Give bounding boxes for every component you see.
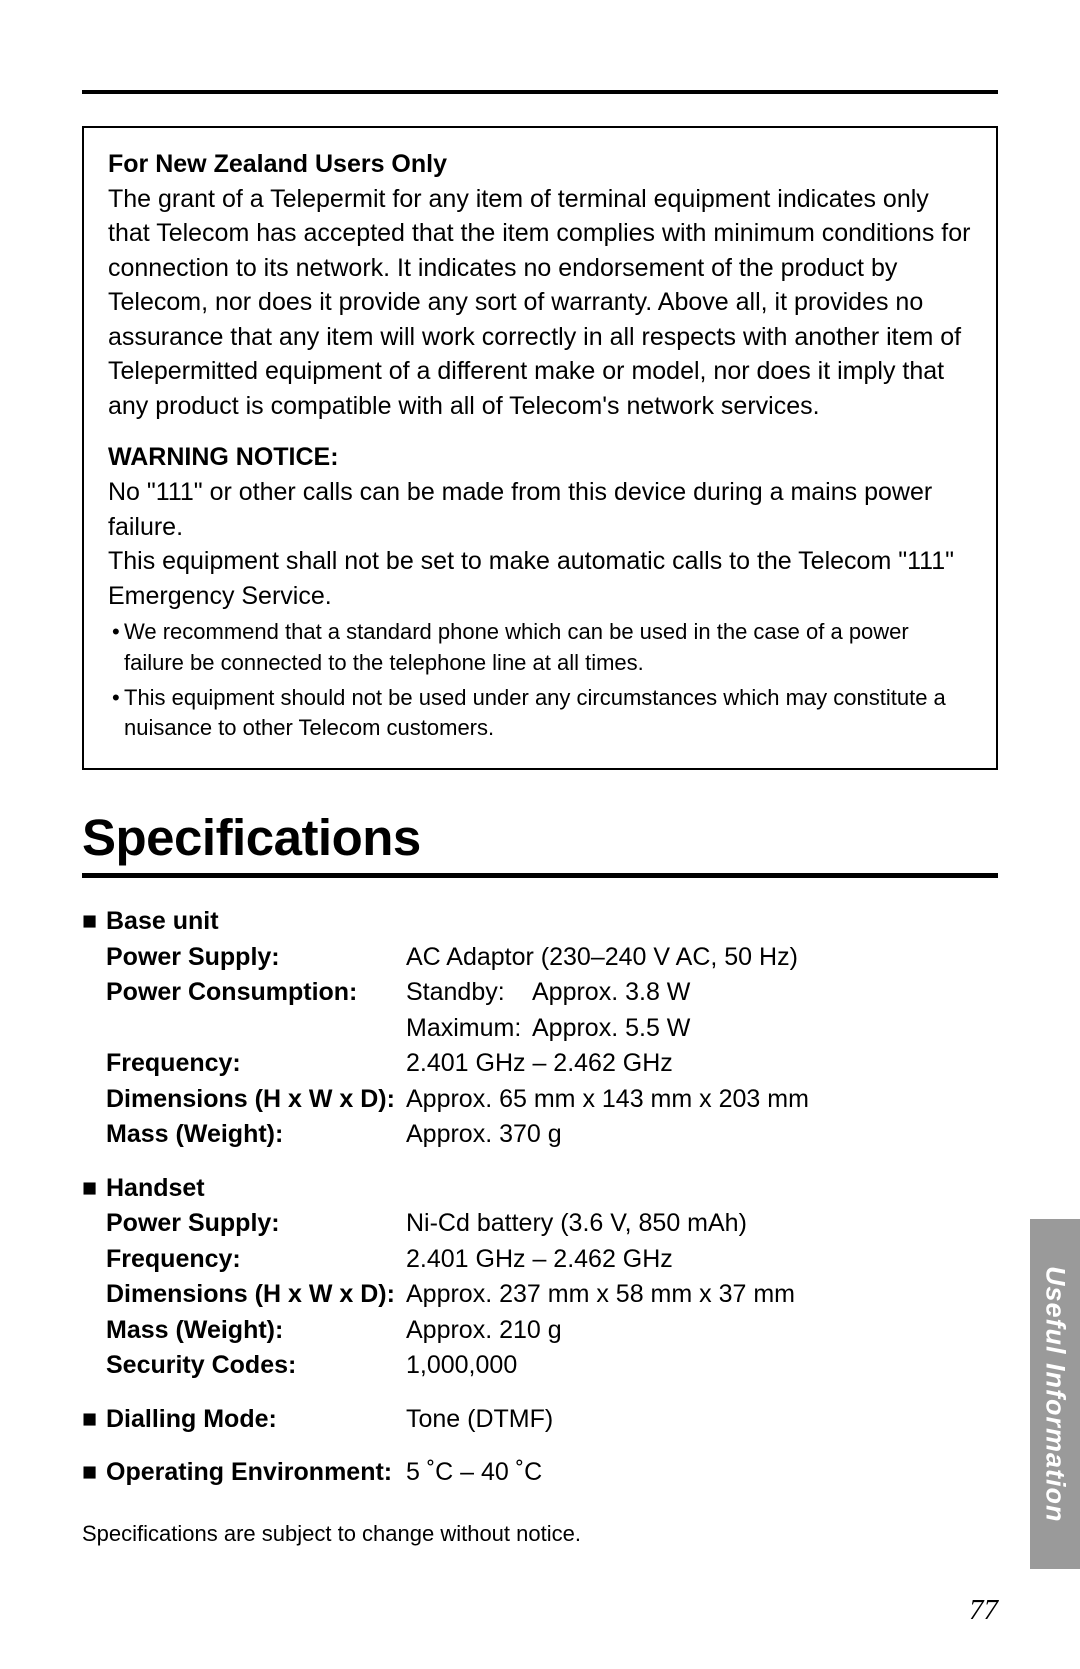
spec-row: Power Supply: Ni-Cd battery (3.6 V, 850 … (106, 1206, 998, 1242)
spec-label: Dimensions (H x W x D): (106, 1082, 406, 1118)
spec-value: 5 ˚C – 40 ˚C (406, 1455, 998, 1491)
title-rule (82, 873, 998, 878)
spacer (106, 1437, 998, 1455)
bullet-icon: • (112, 683, 124, 714)
side-tab: Useful Information (1030, 1219, 1080, 1569)
spec-label: Power Supply: (106, 940, 406, 976)
bullet-1: •We recommend that a standard phone whic… (108, 617, 972, 679)
warning-body-2: This equipment shall not be set to make … (108, 544, 972, 613)
spec-sub-value: Approx. 5.5 W (532, 1011, 690, 1047)
spec-row: Mass (Weight): Approx. 210 g (106, 1313, 998, 1349)
spec-row: Power Consumption: Standby: Approx. 3.8 … (106, 975, 998, 1046)
spec-label: Power Consumption: (106, 975, 406, 1046)
spec-label: Mass (Weight): (106, 1117, 406, 1153)
spec-row: Frequency: 2.401 GHz – 2.462 GHz (106, 1046, 998, 1082)
spec-label: Frequency: (106, 1046, 406, 1082)
square-icon: ■ (82, 1402, 106, 1438)
heading-text: Base unit (106, 907, 219, 935)
spec-value: Approx. 237 mm x 58 mm x 37 mm (406, 1277, 998, 1313)
spec-label: Security Codes: (106, 1348, 406, 1384)
notice-box: For New Zealand Users Only The grant of … (82, 126, 998, 770)
heading-text: Handset (106, 1174, 205, 1202)
spec-label: Frequency: (106, 1242, 406, 1278)
spec-value: AC Adaptor (230–240 V AC, 50 Hz) (406, 940, 998, 976)
operating-env-heading: ■Operating Environment: (82, 1455, 406, 1491)
spec-value: Tone (DTMF) (406, 1402, 998, 1438)
spec-value: Standby: Approx. 3.8 W Maximum: Approx. … (406, 975, 998, 1046)
spec-row: ■Operating Environment: 5 ˚C – 40 ˚C (106, 1455, 998, 1491)
spec-block: ■Base unit Power Supply: AC Adaptor (230… (82, 904, 998, 1491)
base-unit-heading: ■Base unit (82, 904, 998, 940)
side-tab-label: Useful Information (1040, 1266, 1071, 1523)
spec-value: Ni-Cd battery (3.6 V, 850 mAh) (406, 1206, 998, 1242)
spec-value: 2.401 GHz – 2.462 GHz (406, 1242, 998, 1278)
spec-row: Mass (Weight): Approx. 370 g (106, 1117, 998, 1153)
spec-subrow: Standby: Approx. 3.8 W (406, 975, 998, 1011)
spec-sub-label: Standby: (406, 975, 532, 1011)
spec-sub-label: Maximum: (406, 1011, 532, 1047)
spec-label: Power Supply: (106, 1206, 406, 1242)
handset-heading: ■Handset (82, 1171, 998, 1207)
nz-users-heading: For New Zealand Users Only (108, 148, 972, 182)
spec-row: ■Dialling Mode: Tone (DTMF) (106, 1402, 998, 1438)
bullet-text: We recommend that a standard phone which… (124, 619, 909, 675)
warning-body-1: No "111" or other calls can be made from… (108, 475, 972, 544)
nz-users-body: The grant of a Telepermit for any item o… (108, 182, 972, 424)
spec-row: Dimensions (H x W x D): Approx. 65 mm x … (106, 1082, 998, 1118)
bullet-icon: • (112, 617, 124, 648)
spec-footnote: Specifications are subject to change wit… (82, 1519, 998, 1549)
warning-heading: WARNING NOTICE: (108, 441, 972, 475)
spec-value: Approx. 65 mm x 143 mm x 203 mm (406, 1082, 998, 1118)
spec-value: Approx. 210 g (406, 1313, 998, 1349)
specifications-title: Specifications (82, 808, 998, 867)
spec-value: 1,000,000 (406, 1348, 998, 1384)
spec-row: Frequency: 2.401 GHz – 2.462 GHz (106, 1242, 998, 1278)
spec-row: Dimensions (H x W x D): Approx. 237 mm x… (106, 1277, 998, 1313)
spacer (106, 1153, 998, 1171)
heading-text: Dialling Mode: (106, 1405, 277, 1433)
heading-text: Operating Environment: (106, 1458, 392, 1486)
square-icon: ■ (82, 1171, 106, 1207)
spec-sub-value: Approx. 3.8 W (532, 975, 690, 1011)
page-container: For New Zealand Users Only The grant of … (0, 0, 1080, 1669)
spec-label: Mass (Weight): (106, 1313, 406, 1349)
spec-value: Approx. 370 g (406, 1117, 998, 1153)
square-icon: ■ (82, 904, 106, 940)
spec-label: Dimensions (H x W x D): (106, 1277, 406, 1313)
spec-value: 2.401 GHz – 2.462 GHz (406, 1046, 998, 1082)
page-number: 77 (969, 1594, 998, 1627)
spec-row: Security Codes: 1,000,000 (106, 1348, 998, 1384)
spec-subrow: Maximum: Approx. 5.5 W (406, 1011, 998, 1047)
spacer (106, 1384, 998, 1402)
bullet-text: This equipment should not be used under … (124, 685, 946, 741)
bullet-2: •This equipment should not be used under… (108, 683, 972, 745)
dialling-mode-heading: ■Dialling Mode: (82, 1402, 406, 1438)
top-rule (82, 90, 998, 94)
square-icon: ■ (82, 1455, 106, 1491)
spec-row: Power Supply: AC Adaptor (230–240 V AC, … (106, 940, 998, 976)
